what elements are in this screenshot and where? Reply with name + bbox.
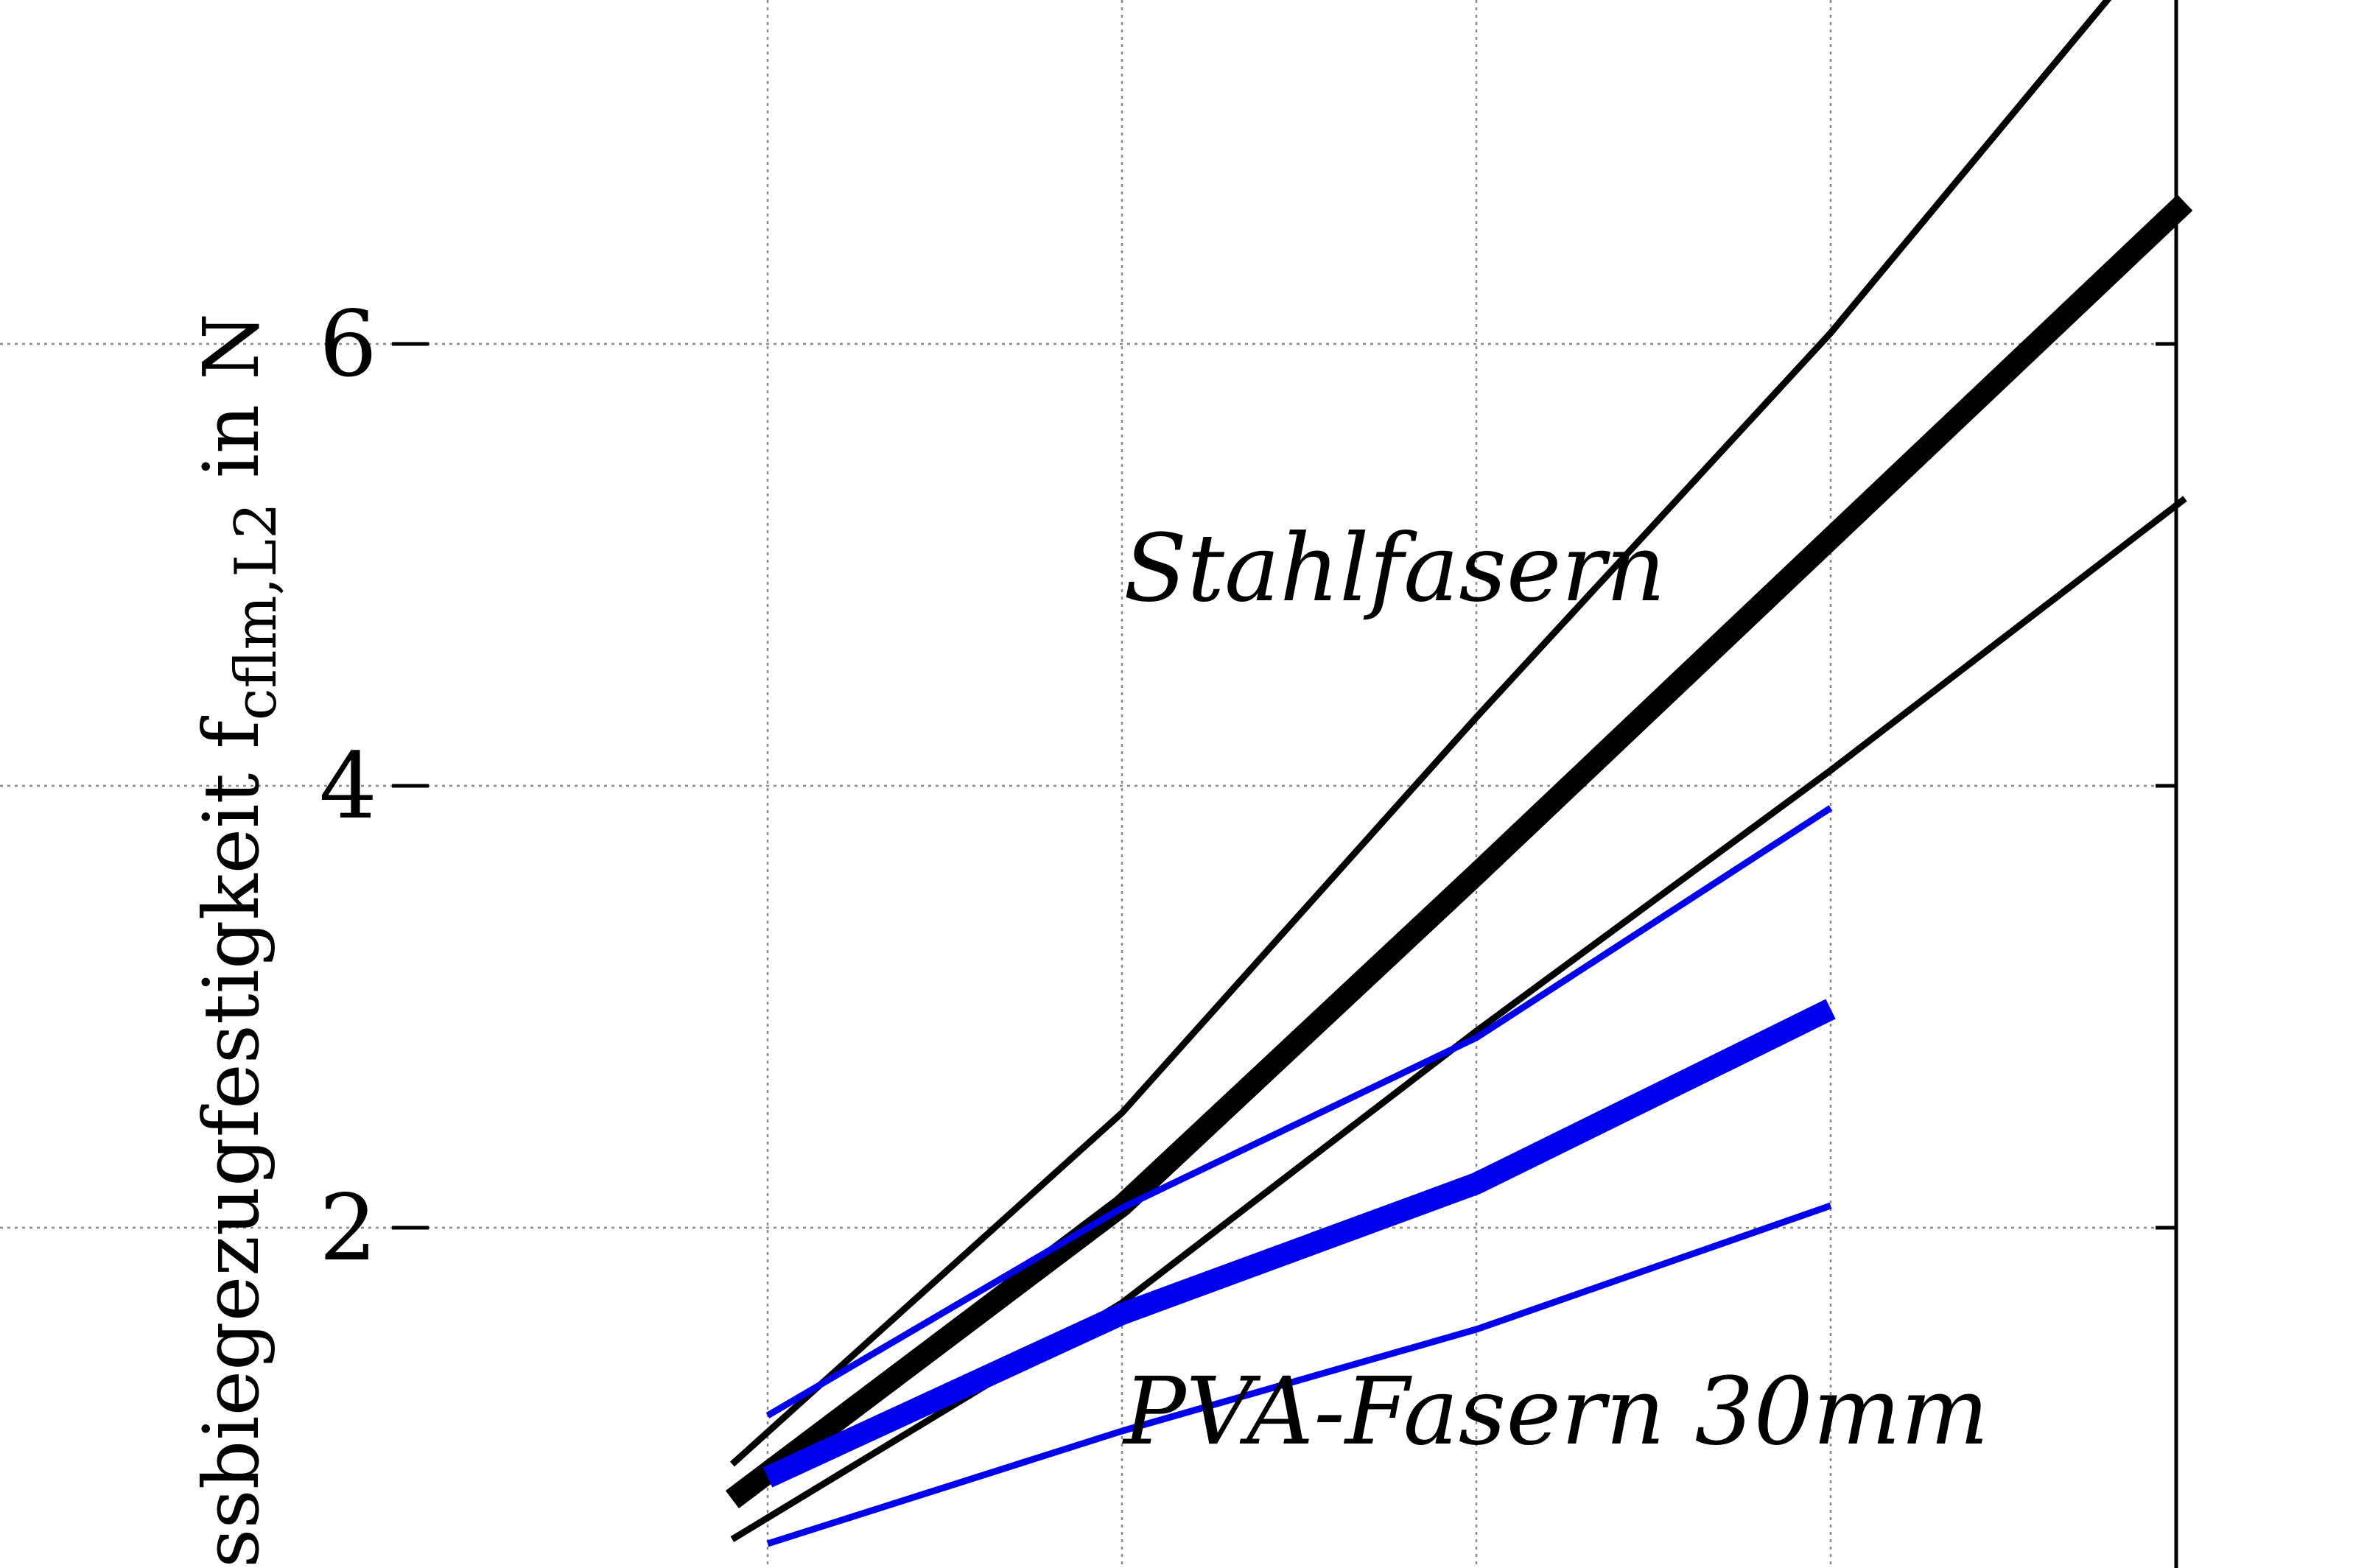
y-axis-label-main: ssbiegezugfestigkeit f bbox=[186, 716, 276, 1568]
y-axis-label: ssbiegezugfestigkeit fcflm,L2 in N bbox=[186, 313, 290, 1568]
annotation-stahlfasern: Stahlfasern bbox=[1123, 514, 1666, 622]
annotation-pva-fasern: PVA-Fasern 30mm bbox=[1122, 1357, 1989, 1466]
series-stahl-upper-line bbox=[729, 0, 2112, 1467]
y-tick-label-2: 2 bbox=[319, 1175, 377, 1282]
y-tick-label-6: 6 bbox=[319, 292, 377, 398]
y-axis-label-tail: in N bbox=[186, 313, 276, 502]
series-pva-lower-line bbox=[766, 1202, 1832, 1547]
series-lines bbox=[725, 0, 2193, 1547]
series-stahl-mean-line bbox=[725, 194, 2193, 1508]
y-tick-labels: 2 4 6 bbox=[319, 292, 377, 1282]
y-tick-label-4: 4 bbox=[319, 734, 377, 840]
y-axis-label-subscript: cflm,L2 bbox=[223, 502, 290, 720]
y-ticks bbox=[392, 342, 2176, 1230]
series-pva-mean-line bbox=[762, 999, 1836, 1488]
series-pva-upper-line bbox=[765, 805, 1833, 1418]
